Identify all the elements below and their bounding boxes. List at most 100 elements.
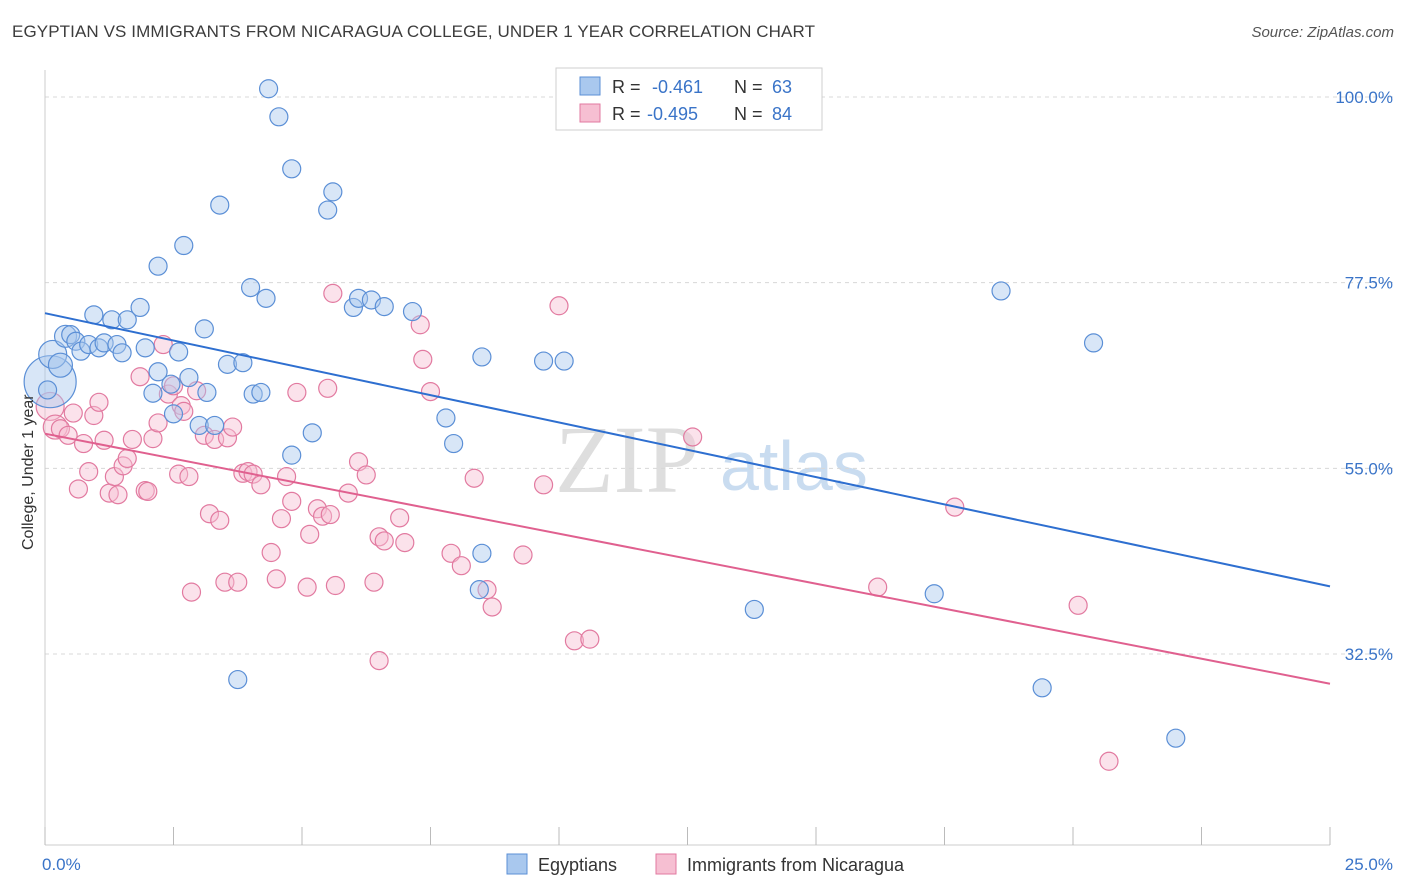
egyptians-point-43 — [343, 297, 363, 318]
nicaragua-point-31 — [194, 425, 214, 445]
nicaragua-point-37 — [223, 417, 243, 437]
egyptians-point-23 — [174, 235, 194, 256]
egyptians-point-2 — [47, 352, 74, 378]
x-tick-label-0: 0.0% — [42, 855, 81, 874]
nicaragua-point-6 — [73, 433, 94, 454]
nicaragua-point-74 — [513, 545, 533, 565]
nicaragua-point-76 — [549, 296, 569, 316]
nicaragua-point-17 — [130, 367, 150, 387]
egyptians-point-55 — [228, 669, 248, 690]
egyptians-point-3 — [53, 324, 78, 348]
nicaragua-point-65 — [395, 532, 415, 553]
nicaragua-point-53 — [320, 504, 340, 525]
source-label: Source: ZipAtlas.com — [1251, 24, 1394, 41]
egyptians-point-19 — [148, 256, 168, 276]
egyptians-point-36 — [258, 79, 279, 99]
nicaragua-point-69 — [441, 543, 461, 563]
watermark-atlas: atlas — [720, 427, 868, 505]
trend-lines — [44, 312, 1331, 685]
nicaragua-point-62 — [374, 531, 394, 551]
tick-labels: 32.5% 55.0% 77.5% 100.0% 0.0% 25.0% — [42, 88, 1393, 874]
trend-line-egyptians — [44, 312, 1331, 588]
nicaragua-point-70 — [451, 556, 471, 576]
y-tick-label-1: 55.0% — [1345, 459, 1393, 478]
y-tick-label-2: 77.5% — [1345, 274, 1393, 293]
egyptians-point-32 — [241, 278, 261, 298]
nicaragua-point-16 — [122, 429, 142, 450]
bottom-legend-swatch-egyptians — [506, 853, 528, 875]
egyptians-point-61 — [1166, 728, 1186, 748]
nicaragua-point-34 — [210, 510, 230, 530]
egyptians-point-48 — [436, 408, 456, 428]
egyptians-point-30 — [217, 354, 238, 374]
egyptians-point-18 — [143, 383, 163, 403]
nicaragua-point-1 — [42, 414, 68, 440]
legend-r-label-1: R = — [612, 77, 641, 97]
series-nicaragua-points — [35, 283, 1119, 771]
stats-legend: R = -0.461 N = 63 R = -0.495 N = 84 — [555, 67, 823, 131]
nicaragua-point-13 — [108, 485, 128, 505]
egyptians-point-29 — [210, 195, 230, 215]
series-egyptians-points — [23, 79, 1186, 748]
egyptians-point-16 — [135, 338, 155, 358]
series-legend: Egyptians Immigrants from Nicaragua — [506, 853, 905, 875]
egyptians-point-41 — [318, 200, 338, 220]
nicaragua-point-55 — [325, 575, 346, 596]
nicaragua-point-68 — [420, 381, 441, 402]
nicaragua-point-9 — [89, 392, 109, 412]
nicaragua-point-75 — [533, 475, 554, 495]
egyptians-point-8 — [84, 305, 104, 325]
nicaragua-point-43 — [261, 542, 281, 563]
nicaragua-point-29 — [181, 582, 202, 602]
nicaragua-point-15 — [117, 448, 137, 469]
legend-n-value-2: 84 — [772, 104, 792, 124]
egyptians-point-7 — [79, 334, 99, 355]
nicaragua-point-0 — [35, 391, 65, 422]
nicaragua-point-82 — [1068, 595, 1088, 615]
egyptians-point-39 — [282, 159, 302, 179]
egyptians-point-17 — [148, 362, 168, 382]
gridlines — [45, 96, 1393, 655]
nicaragua-point-45 — [271, 509, 292, 529]
egyptians-point-28 — [205, 415, 225, 436]
nicaragua-point-63 — [369, 651, 389, 671]
trend-line-nicaragua — [44, 432, 1331, 685]
egyptians-point-38 — [282, 445, 302, 465]
y-axis-label: College, Under 1 year — [20, 394, 37, 550]
nicaragua-point-49 — [297, 577, 317, 597]
egyptians-point-34 — [251, 382, 271, 403]
nicaragua-point-60 — [364, 572, 384, 592]
nicaragua-point-44 — [266, 569, 286, 589]
nicaragua-point-38 — [228, 572, 248, 592]
egyptians-point-56 — [744, 599, 764, 620]
nicaragua-point-47 — [282, 491, 302, 511]
egyptians-point-35 — [256, 288, 276, 308]
egyptians-point-53 — [472, 543, 492, 563]
nicaragua-point-28 — [179, 466, 199, 487]
nicaragua-point-78 — [580, 629, 600, 649]
nicaragua-point-54 — [323, 283, 343, 303]
egyptians-point-24 — [179, 367, 199, 388]
nicaragua-point-57 — [318, 378, 338, 398]
nicaragua-point-72 — [477, 580, 497, 600]
nicaragua-point-48 — [287, 382, 307, 403]
legend-swatch-nicaragua — [579, 103, 601, 123]
egyptians-point-50 — [472, 347, 492, 367]
x-tick-label-1: 25.0% — [1345, 855, 1393, 874]
egyptians-point-14 — [117, 310, 137, 330]
nicaragua-point-79 — [683, 427, 703, 447]
egyptians-point-54 — [469, 580, 489, 600]
egyptians-point-51 — [533, 351, 554, 371]
nicaragua-point-7 — [79, 462, 99, 482]
egyptians-point-60 — [1032, 678, 1052, 698]
egyptians-point-26 — [194, 319, 214, 339]
y-tick-label-3: 100.0% — [1335, 88, 1393, 107]
egyptians-point-59 — [1083, 333, 1104, 353]
egyptians-point-33 — [243, 384, 263, 404]
nicaragua-point-4 — [63, 403, 83, 423]
nicaragua-point-2 — [50, 419, 71, 439]
bottom-legend-label-egyptians: Egyptians — [538, 855, 617, 875]
nicaragua-point-42 — [251, 475, 271, 495]
nicaragua-point-21 — [148, 413, 168, 433]
